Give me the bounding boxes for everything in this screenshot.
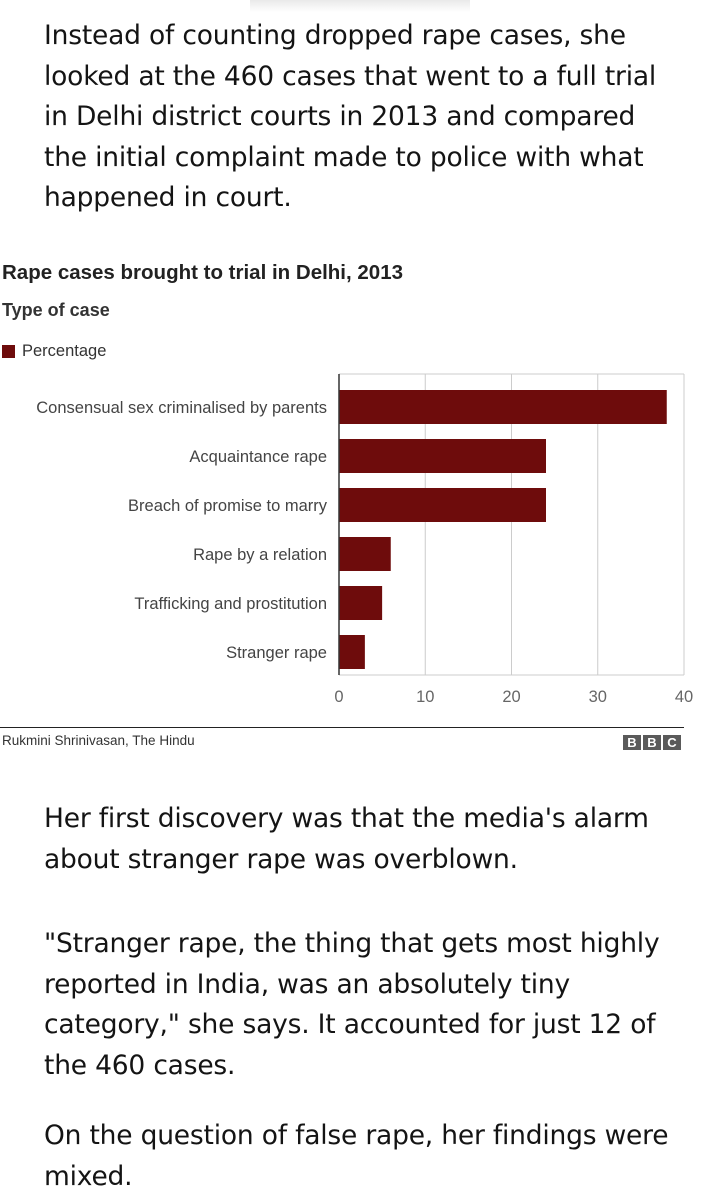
bar — [339, 537, 391, 571]
chart-subtitle: Type of case — [2, 300, 110, 320]
top-fade — [250, 0, 470, 12]
bbc-logo-letter-2: B — [643, 735, 661, 750]
category-label: Acquaintance rape — [189, 448, 327, 466]
article-paragraph-4: On the question of false rape, her findi… — [44, 1120, 669, 1192]
bar — [339, 439, 546, 473]
bar — [339, 635, 365, 669]
bar-chart: Consensual sex criminalised by parents Ac… — [36, 373, 693, 706]
x-tick-label: 40 — [675, 688, 693, 706]
bar — [339, 488, 546, 522]
legend-swatch — [2, 344, 15, 358]
chart-source: Rukmini Shrinivasan, The Hindu — [2, 733, 195, 748]
category-label: Breach of promise to marry — [128, 497, 328, 515]
category-label: Trafficking and prostitution — [134, 595, 327, 613]
bar — [339, 586, 383, 620]
category-label: Stranger rape — [226, 644, 327, 662]
chart-legend: Percentage — [2, 340, 106, 362]
chart-divider — [0, 727, 684, 728]
category-label: Rape by a relation — [193, 546, 327, 564]
legend-label: Percentage — [22, 341, 107, 360]
x-tick-label: 10 — [416, 688, 434, 706]
article-paragraph-2: Her first discovery was that the media's… — [44, 803, 649, 875]
bbc-logo: B B C — [623, 735, 681, 750]
x-tick-label: 20 — [502, 688, 520, 706]
bbc-logo-letter-3: C — [663, 735, 681, 750]
article-paragraph-1: Instead of counting dropped rape cases, … — [44, 20, 657, 213]
article-paragraph-3: "Stranger rape, the thing that gets most… — [44, 928, 660, 1081]
x-tick-label: 0 — [334, 688, 343, 706]
chart-title: Rape cases brought to trial in Delhi, 20… — [2, 261, 404, 284]
bar — [339, 390, 667, 424]
category-label: Consensual sex criminalised by parents — [36, 399, 327, 417]
x-tick-label: 30 — [589, 688, 607, 706]
bbc-logo-letter-1: B — [623, 735, 641, 750]
